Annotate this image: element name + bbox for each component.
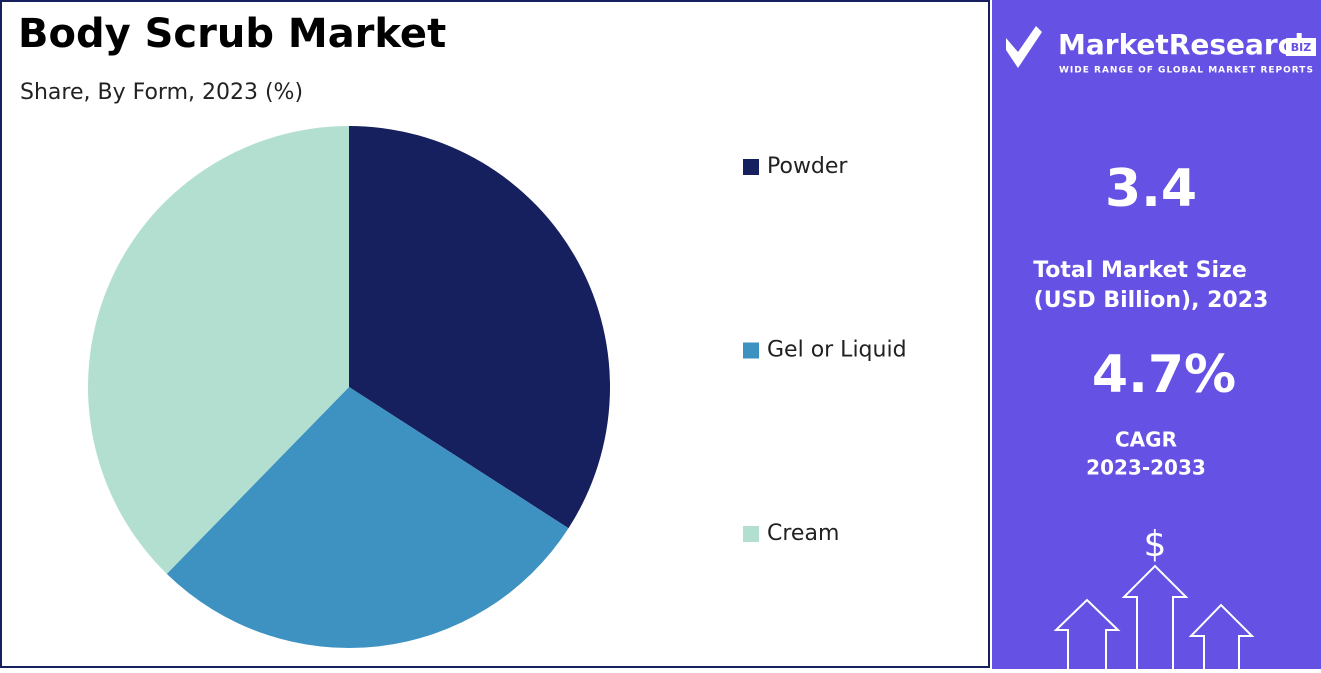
cagr-label: 2023-2033 [1086,456,1206,480]
side-panel [992,0,1321,669]
logo-mark [1006,26,1042,68]
pie-slice [166,387,569,648]
legend-label: Gel or Liquid [767,338,907,363]
logo-badge-bg [1286,38,1316,56]
pie [87,125,611,648]
legend-swatch [743,526,759,542]
legend: Powder Gel or Liquid Cream [743,154,907,546]
chart-title: Body Scrub Market [18,11,446,57]
legend-swatch [743,159,759,175]
logo-name: MarketResearch [1058,28,1314,61]
market-size-label: Total Market Size [1033,258,1247,283]
market-size-label: (USD Billion), 2023 [1034,288,1269,313]
market-size-value: 3.4 [1105,159,1197,219]
pie-slice [87,125,350,574]
icon-symbol: $ [1144,524,1167,565]
legend-swatch [743,342,759,359]
logo-badge: BIZ [1291,41,1311,54]
legend-label: Cream [767,521,839,546]
growth-arrows [1053,564,1255,669]
cagr-label: CAGR [1115,428,1177,452]
chart-subtitle: Share, By Form, 2023 (%) [20,80,303,105]
logo-tagline: WIDE RANGE OF GLOBAL MARKET REPORTS [1059,66,1314,76]
pie-slice [349,126,611,529]
cagr-value: 4.7% [1092,345,1236,405]
legend-label: Powder [767,154,848,179]
